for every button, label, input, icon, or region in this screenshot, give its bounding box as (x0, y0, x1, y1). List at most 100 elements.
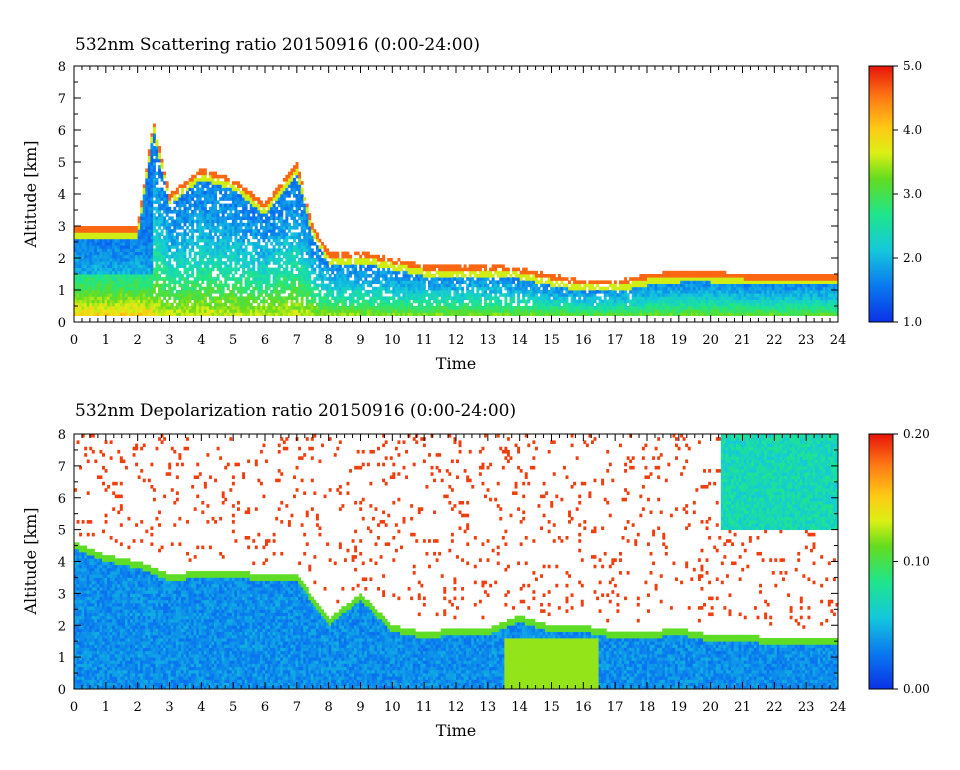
heatmap-cell (338, 270, 342, 275)
heatmap-cell (201, 174, 205, 179)
heatmap-cell (147, 203, 151, 208)
heatmap-cell (461, 299, 465, 304)
heatmap-cell (229, 296, 233, 300)
heatmap-cell (186, 190, 189, 195)
heatmap-cell (163, 306, 167, 310)
heatmap-cell (445, 283, 449, 288)
heatmap-cell (74, 254, 77, 259)
heatmap-cell (122, 235, 126, 240)
heatmap-cell (183, 200, 187, 204)
heatmap-cell (270, 235, 274, 240)
heatmap-cell (287, 245, 291, 249)
heatmap-cell (295, 194, 299, 198)
heatmap-cell (270, 197, 274, 201)
heatmap-cell (277, 280, 281, 284)
heatmap-cell (631, 283, 635, 288)
heatmap-cell (188, 242, 192, 246)
heatmap-cell (499, 312, 503, 316)
heatmap-cell (226, 274, 230, 278)
heatmap-cell (104, 274, 108, 278)
heatmap-cell (450, 306, 454, 310)
heatmap-cell (160, 258, 164, 262)
heatmap-cell (369, 309, 373, 313)
heatmap-cell (639, 277, 643, 281)
heatmap-cell (86, 309, 90, 313)
heatmap-cell (641, 306, 645, 310)
heatmap-cell (512, 293, 515, 297)
heatmap-cell (621, 299, 625, 304)
panel-title: 532nm Scattering ratio 20150916 (0:00-24… (75, 35, 480, 55)
heatmap-cell (132, 296, 136, 300)
heatmap-cell (606, 293, 610, 297)
heatmap-cell (611, 286, 615, 291)
heatmap-cell (165, 206, 169, 211)
heatmap-cell (631, 299, 635, 304)
heatmap-cell (377, 302, 380, 307)
heatmap-cell (124, 290, 128, 294)
heatmap-cell (598, 286, 602, 291)
heatmap-cell (308, 251, 312, 256)
heatmap-cell (351, 296, 355, 300)
heatmap-cell (94, 251, 98, 256)
heatmap-cell (545, 293, 549, 297)
heatmap-cell (277, 203, 281, 208)
heatmap-cell (265, 248, 268, 252)
heatmap-cell (379, 290, 383, 294)
heatmap-cell (239, 194, 243, 198)
heatmap-cell (231, 222, 235, 227)
heatmap-cell (201, 210, 205, 214)
heatmap-cell (186, 210, 189, 214)
heatmap-cell (74, 283, 77, 288)
heatmap-cell (293, 194, 296, 198)
heatmap-cell (371, 306, 375, 310)
heatmap-cell (79, 258, 83, 262)
heatmap-cell (412, 280, 416, 284)
heatmap-cell (300, 299, 304, 304)
heatmap-cell (175, 245, 179, 249)
heatmap-cell (252, 280, 256, 284)
heatmap-cell (137, 309, 141, 313)
heatmap-cell (517, 267, 521, 272)
heatmap-cell (208, 274, 212, 278)
heatmap-cell (183, 309, 187, 313)
heatmap-cell (280, 312, 284, 316)
heatmap-cell (178, 254, 182, 259)
heatmap-cell (155, 149, 159, 153)
heatmap-cell (186, 181, 189, 185)
heatmap-cell (321, 280, 324, 284)
heatmap-cell (242, 210, 246, 214)
heatmap-cell (308, 302, 312, 307)
heatmap-cell (124, 293, 128, 297)
heatmap-cell (287, 206, 291, 211)
heatmap-cell (89, 245, 93, 249)
heatmap-cell (231, 242, 235, 246)
heatmap-cell (135, 267, 139, 272)
heatmap-cell (147, 178, 151, 182)
heatmap-cell (285, 203, 289, 208)
heatmap-cell (127, 286, 131, 291)
heatmap-cell (152, 136, 156, 140)
heatmap-cell (568, 312, 571, 316)
heatmap-cell (397, 302, 401, 307)
heatmap-cell (453, 267, 457, 272)
heatmap-cell (534, 290, 538, 294)
heatmap-cell (130, 299, 133, 304)
heatmap-cell (471, 296, 475, 300)
heatmap-cell (506, 309, 510, 313)
heatmap-cell (211, 194, 215, 198)
heatmap-cell (562, 309, 566, 313)
heatmap-cell (494, 280, 498, 284)
heatmap-cell (163, 242, 167, 246)
heatmap-cell (573, 309, 577, 313)
heatmap-cell (107, 226, 111, 230)
heatmap-cell (142, 232, 146, 236)
heatmap-cell (224, 296, 228, 300)
heatmap-cell (534, 270, 538, 275)
heatmap-cell (191, 274, 195, 278)
heatmap-cell (193, 312, 197, 316)
heatmap-cell (247, 312, 251, 316)
heatmap-cell (188, 203, 192, 208)
heatmap-cell (491, 312, 495, 316)
heatmap-cell (468, 306, 472, 310)
heatmap-cell (491, 277, 495, 281)
